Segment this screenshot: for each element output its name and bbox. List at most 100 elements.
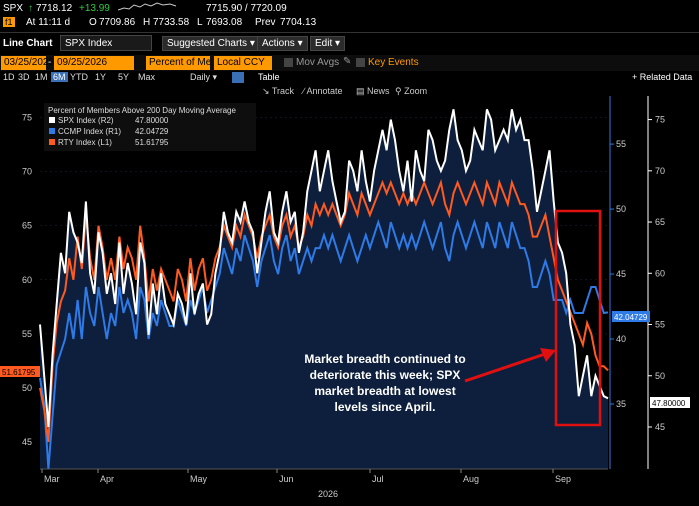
related-data-button[interactable]: + Related Data xyxy=(632,72,693,82)
bid-ask: 7715.90 / 7720.09 xyxy=(206,3,287,14)
annotate-tool[interactable]: ∕ Annotate xyxy=(301,86,343,96)
r2-tick-label: 75 xyxy=(655,115,665,125)
l1-tick-label: 60 xyxy=(22,275,32,285)
annotation-line-1: Market breadth continued to xyxy=(304,352,465,366)
period-tab-5y[interactable]: 5Y xyxy=(118,72,130,82)
high-label: H xyxy=(143,17,151,28)
start-date-field[interactable]: 03/25/2026 xyxy=(1,56,54,70)
r2-tick-label: 60 xyxy=(655,268,665,278)
period-tab-1d[interactable]: 1D xyxy=(3,72,15,82)
news-icon: ▤ xyxy=(356,86,367,96)
axes: 45 50 55 60 65 70 75 35 40 45 50 55 45 50 55 60 65 70 75 Ma… xyxy=(22,96,665,499)
line-chart-icon[interactable] xyxy=(232,72,244,83)
x-tick-label: Aug xyxy=(463,474,479,484)
l1-tick-label: 70 xyxy=(22,167,32,177)
r1-tick-label: 50 xyxy=(616,204,626,214)
annotation-line-2: deteriorate this week; SPX xyxy=(310,368,461,382)
prev-label: Prev xyxy=(255,17,276,28)
suggested-charts-label: Suggested Charts xyxy=(167,38,248,49)
legend-swatch-rty xyxy=(49,139,55,145)
zoom-tool[interactable]: ⚲ Zoom xyxy=(395,86,427,96)
end-date-field[interactable]: 09/25/2026 xyxy=(54,56,134,70)
r2-tick-label: 65 xyxy=(655,217,665,227)
legend-value-ccmp: 42.04729 xyxy=(135,127,169,136)
legend-label-spx: SPX Index (R2) xyxy=(58,116,114,125)
legend-value-rty: 51.61795 xyxy=(135,138,169,147)
series-line-rty xyxy=(39,178,609,443)
mov-avgs-label: Mov Avgs xyxy=(296,57,340,68)
legend-swatch-ccmp xyxy=(49,128,55,134)
legend-title: Percent of Members Above 200 Day Moving … xyxy=(48,106,237,115)
x-tick-label: Apr xyxy=(100,474,114,484)
zoom-label: Zoom xyxy=(404,86,427,96)
r2-tick-label: 55 xyxy=(655,320,665,330)
r2-tick-label: 50 xyxy=(655,371,665,381)
currency-select[interactable]: Local CCY xyxy=(214,56,272,70)
cursor-icon: ↘ xyxy=(262,86,272,96)
ticker[interactable]: SPX xyxy=(3,3,24,14)
price-change: +13.99 xyxy=(79,3,110,14)
track-tool[interactable]: ↘ Track xyxy=(262,86,295,96)
chevron-down-icon: ▾ xyxy=(212,72,218,82)
series-lines xyxy=(39,108,609,470)
l1-tick-label: 65 xyxy=(22,221,32,231)
low-value: 7693.08 xyxy=(206,17,243,28)
track-label: Track xyxy=(272,86,295,96)
open-value: 7709.86 xyxy=(99,17,136,28)
key-events-label: Key Events xyxy=(368,57,419,68)
chevron-down-icon: ▾ xyxy=(335,38,341,49)
period-tabs: 1D 3D 1M 6M YTD 1Y 5Y Max Daily ▾ Table + Relat… xyxy=(0,71,699,85)
suggested-charts-button[interactable]: Suggested Charts ▾ xyxy=(162,36,260,51)
pencil-icon[interactable]: ✎ xyxy=(343,56,352,67)
edit-label: Edit xyxy=(315,38,333,49)
chart-type-title: Line Chart xyxy=(3,38,53,49)
r1-tick-label: 45 xyxy=(616,269,626,279)
period-tab-1y[interactable]: 1Y xyxy=(95,72,107,82)
l1-tick-label: 50 xyxy=(22,383,32,393)
sparkline-icon xyxy=(117,1,178,16)
annotate-icon: ∕ xyxy=(301,86,307,96)
mov-avgs-checkbox[interactable] xyxy=(284,58,293,67)
rty-last-value: 51.61795 xyxy=(2,368,36,377)
r1-tick-label: 40 xyxy=(616,334,626,344)
x-tick-label: Jul xyxy=(372,474,384,484)
series-line-ccmp xyxy=(39,218,609,470)
live-icon: f1 xyxy=(3,17,15,27)
spx-area-fill xyxy=(40,109,608,470)
frequency-label: Daily xyxy=(190,72,211,82)
chart-canvas[interactable]: 45 50 55 60 65 70 75 35 40 45 50 55 45 50 55 60 65 70 75 Ma… xyxy=(0,86,699,503)
legend-label-ccmp: CCMP Index (R1) xyxy=(58,127,121,136)
r2-tick-label: 70 xyxy=(655,166,665,176)
edit-button[interactable]: Edit ▾ xyxy=(310,36,346,51)
key-events-checkbox[interactable] xyxy=(356,58,365,67)
annotation: Market breadth continued to deteriorate … xyxy=(304,352,465,414)
spx-last-value: 47.80000 xyxy=(652,399,686,408)
period-tab-1m[interactable]: 1M xyxy=(35,72,48,82)
annotation-line-4: levels since April. xyxy=(335,400,436,414)
table-button[interactable]: Table xyxy=(258,72,280,82)
high-value: 7733.58 xyxy=(153,17,190,28)
l1-tick-label: 55 xyxy=(22,329,32,339)
x-tick-label: Sep xyxy=(555,474,571,484)
up-arrow-icon: ↑ xyxy=(28,3,33,14)
low-label: L xyxy=(197,17,203,28)
security-input[interactable]: SPX Index xyxy=(60,35,152,51)
actions-button[interactable]: Actions ▾ xyxy=(257,36,308,51)
annotation-arrow xyxy=(464,351,549,383)
legend-swatch-spx xyxy=(49,117,55,123)
chevron-down-icon: ▾ xyxy=(249,38,255,49)
period-tab-max[interactable]: Max xyxy=(138,72,156,82)
news-tool[interactable]: ▤ News xyxy=(356,86,390,96)
period-tab-ytd[interactable]: YTD xyxy=(70,72,88,82)
frequency-select[interactable]: Daily ▾ xyxy=(190,72,217,83)
chevron-down-icon: ▾ xyxy=(297,38,303,49)
last-price: 7718.12 xyxy=(36,3,73,14)
period-tab-6m[interactable]: 6M xyxy=(51,72,68,82)
field-select[interactable]: Percent of Me xyxy=(146,56,210,70)
period-tab-3d[interactable]: 3D xyxy=(18,72,30,82)
series-line-spx xyxy=(39,108,609,428)
r1-tick-label: 55 xyxy=(616,139,626,149)
actions-label: Actions xyxy=(262,38,295,49)
ccmp-last-value: 42.04729 xyxy=(614,313,648,322)
x-year-label: 2026 xyxy=(318,489,338,499)
